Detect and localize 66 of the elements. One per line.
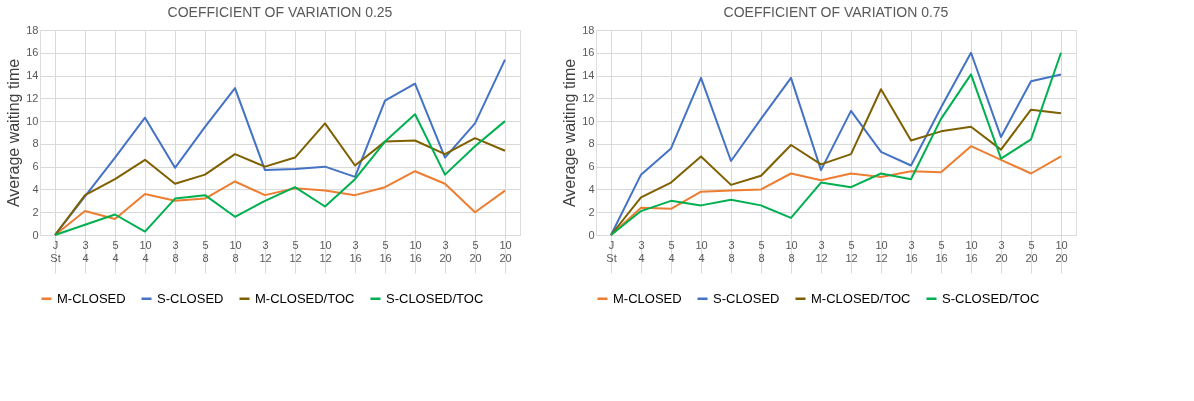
x-tick-label: 10 12: [875, 238, 888, 264]
x-tick-label: 3 20: [995, 238, 1008, 264]
x-tick-label: 10 16: [409, 238, 422, 264]
x-tick-label: 3 16: [349, 238, 362, 264]
x-tick-label: 3 20: [439, 238, 452, 264]
x-tick-label: 3 12: [259, 238, 272, 264]
x-tick-label: J St: [50, 238, 61, 264]
x-tick-label: 3 8: [172, 238, 179, 264]
x-tick-label: 5 4: [112, 238, 119, 264]
line-series: [610, 88, 1062, 236]
y-tick-label: 18: [26, 23, 39, 36]
y-tick-label: 16: [26, 46, 39, 59]
legend-label: M-CLOSED: [57, 290, 126, 306]
x-tick-label: 10 4: [139, 238, 152, 264]
line-series: [610, 51, 1062, 236]
chart-title: COEFFICIENT OF VARIATION 0.75: [723, 4, 949, 20]
x-tick-label: J St: [606, 238, 617, 264]
x-tick-label: 3 16: [905, 238, 918, 264]
x-tick-label: 5 4: [668, 238, 675, 264]
legend-label: S-CLOSED: [157, 290, 224, 306]
chart-title: COEFFICIENT OF VARIATION 0.25: [167, 4, 393, 20]
x-tick-label: 10 20: [1055, 238, 1068, 264]
y-tick-label: 12: [26, 91, 39, 104]
y-tick-label: 0: [32, 228, 39, 241]
x-tick-label: 3 4: [638, 238, 645, 264]
x-tick-label: 5 20: [469, 238, 482, 264]
x-tick-label: 5 20: [1025, 238, 1038, 264]
y-tick-label: 2: [32, 205, 39, 218]
x-tick-label: 3 12: [815, 238, 828, 264]
x-tick-label: 10 20: [499, 238, 512, 264]
x-tick-label: 3 4: [82, 238, 89, 264]
x-tick-label: 5 12: [845, 238, 858, 264]
y-tick-label: 4: [588, 182, 595, 195]
y-tick-label: 16: [582, 46, 595, 59]
x-tick-label: 10 8: [229, 238, 242, 264]
legend-label: S-CLOSED/TOC: [942, 290, 1040, 306]
legend-label: S-CLOSED/TOC: [386, 290, 484, 306]
y-axis-title: Average waiting time: [5, 58, 23, 208]
legend-label: M-CLOSED/TOC: [255, 290, 355, 306]
y-tick-label: 8: [588, 137, 595, 150]
y-tick-label: 8: [32, 137, 39, 150]
x-tick-label: 5 16: [935, 238, 948, 264]
x-tick-label: 5 16: [379, 238, 392, 264]
x-tick-label: 10 4: [695, 238, 708, 264]
x-tick-label: 10 16: [965, 238, 978, 264]
x-tick-label: 10 8: [785, 238, 798, 264]
x-tick-label: 10 12: [319, 238, 332, 264]
y-tick-label: 12: [582, 91, 595, 104]
y-tick-label: 2: [588, 205, 595, 218]
legend-label: M-CLOSED: [613, 290, 682, 306]
legend-label: M-CLOSED/TOC: [811, 290, 911, 306]
y-axis-title: Average waiting time: [561, 58, 579, 208]
legend-label: S-CLOSED: [713, 290, 780, 306]
y-tick-label: 18: [582, 23, 595, 36]
y-tick-label: 14: [582, 69, 595, 82]
x-tick-label: 3 8: [728, 238, 735, 264]
x-tick-label: 5 12: [289, 238, 302, 264]
y-tick-label: 6: [588, 160, 595, 173]
y-tick-label: 4: [32, 182, 39, 195]
y-tick-label: 14: [26, 69, 39, 82]
x-tick-label: 5 8: [758, 238, 765, 264]
y-tick-label: 10: [582, 114, 595, 127]
x-tick-label: 5 8: [202, 238, 209, 264]
y-tick-label: 0: [588, 228, 595, 241]
y-tick-label: 6: [32, 160, 39, 173]
y-tick-label: 10: [26, 114, 39, 127]
